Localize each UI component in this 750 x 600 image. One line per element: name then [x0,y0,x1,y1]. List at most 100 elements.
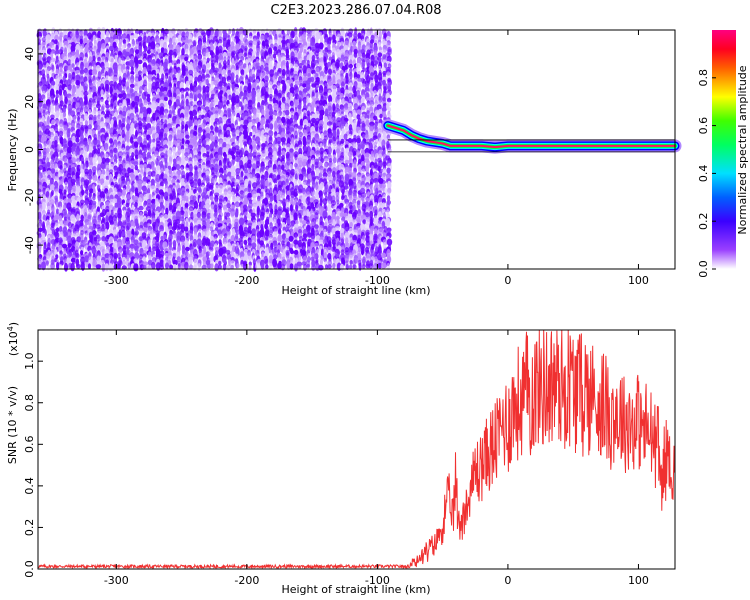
noise-cell-1581 [328,89,332,96]
noise-cell-780 [137,59,143,65]
noise-cell-3955 [67,188,72,195]
noise-cell-3527 [386,167,391,174]
noise-cell-2741 [261,137,266,143]
noise-cell-3260 [324,158,329,164]
noise-cell-3912 [239,184,245,193]
noise-cell-1457 [160,85,164,93]
noise-cell-729 [278,54,282,64]
noise-cell-1292 [172,79,178,86]
noise-cell-45 [228,28,232,35]
noise-cell-4309 [143,201,147,208]
noise-cell-3353 [360,161,366,167]
noise-cell-1035 [151,69,157,77]
noise-cell-789 [176,59,181,65]
noise-cell-2944 [54,148,58,153]
noise-cell-563 [285,48,289,56]
noise-cell-4018 [331,188,336,194]
noise-cell-1073 [311,69,316,75]
noise-cell-1616 [122,92,127,100]
noise-cell-1055 [235,69,240,76]
noise-cell-3298 [129,160,135,168]
noise-cell-948 [137,66,143,72]
noise-cell-2642 [198,133,202,141]
noise-cell-1076 [324,69,328,75]
noise-cell-4581 [226,212,231,218]
noise-cell-917 [361,61,365,70]
noise-cell-597 [75,51,80,59]
noise-cell-1081 [344,69,350,75]
noise-cell-3388 [156,165,161,171]
noise-cell-1870 [130,102,135,111]
noise-cell-3966 [113,187,117,195]
noise-cell-2582 [298,131,304,137]
noise-cell-856 [104,62,110,68]
noise-cell-2106 [62,112,66,120]
noise-cell-2645 [209,132,214,141]
noise-cell-3052 [154,150,160,158]
noise-cell-1634 [197,93,202,99]
noise-cell-2486 [247,126,252,134]
noise-cell-3059 [184,152,189,157]
noise-cell-1861 [92,102,98,110]
noise-cell-380 [222,42,227,48]
noise-cell-591 [50,51,54,59]
noise-cell-3343 [318,161,323,167]
noise-cell-3710 [97,178,102,185]
noise-cell-4171 [269,196,274,202]
noise-cell-1864 [105,103,110,109]
noise-cell-3796 [104,181,109,187]
noise-cell-1706 [146,97,151,103]
noise-cell-2591 [336,128,340,138]
noise-cell-1047 [201,68,205,76]
noise-cell-2245 [293,115,298,124]
noise-cell-3976 [155,187,160,194]
noise-cell-4462 [80,208,85,216]
noise-cell-3752 [273,178,278,184]
noise-cell-3786 [64,181,68,187]
noise-cell-4526 [348,209,353,215]
noise-cell-3081 [276,150,282,157]
noise-cell-3097 [343,151,349,157]
noise-cell-2637 [176,134,181,140]
noise-cell-4329 [226,203,232,209]
noise-cell-1077 [328,68,332,76]
noise-cell-3038 [97,152,101,157]
noise-cell-1241 [309,76,315,83]
noise-cell-678 [63,56,69,61]
noise-cell-446 [147,46,152,51]
noise-cell-4161 [227,195,231,201]
noise-cell-539 [185,48,189,55]
noise-cell-420 [37,44,43,52]
noise-cell-1891 [217,103,223,110]
noise-cell-1612 [106,94,110,99]
noise-cell-1267 [66,79,72,86]
noise-cell-4148 [171,195,177,201]
noise-cell-3418 [281,164,285,171]
noise-cell-4331 [234,201,240,208]
noise-cell-3931 [318,183,323,193]
noise-cell-4388 [122,206,127,212]
noise-cell-1451 [134,86,139,93]
noise-cell-4661 [210,216,215,221]
noise-cell-4307 [134,201,138,208]
noise-cell-2570 [249,132,253,137]
noise-cell-1132 [205,73,210,79]
noise-cell-3991 [217,188,223,194]
noise-cell-3181 [344,155,348,161]
noise-cell-790 [181,59,185,64]
noise-cell-914 [348,63,353,69]
noise-cell-2295 [151,120,157,126]
noise-cell-4632 [87,214,92,222]
noise-cell-2072 [272,109,278,117]
noise-cell-4100 [324,191,328,197]
noise-cell-4737 [175,218,181,225]
noise-cell-730 [281,56,286,61]
noise-cell-2370 [112,122,118,131]
noise-cell-2639 [185,134,190,140]
noise-cell-216 [239,33,244,43]
noise-cell-3891 [150,185,156,192]
noise-cell-355 [118,42,122,48]
noise-cell-312 [288,38,294,45]
noise-cell-3265 [344,159,350,165]
